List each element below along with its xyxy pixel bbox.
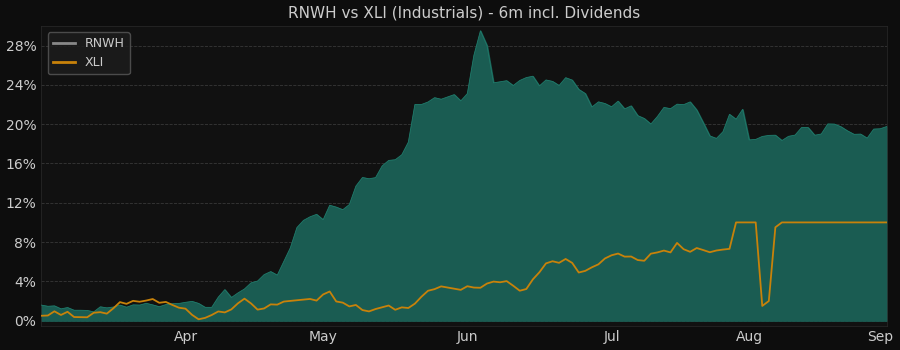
Title: RNWH vs XLI (Industrials) - 6m incl. Dividends: RNWH vs XLI (Industrials) - 6m incl. Div… (288, 6, 640, 21)
Legend: RNWH, XLI: RNWH, XLI (48, 32, 130, 75)
